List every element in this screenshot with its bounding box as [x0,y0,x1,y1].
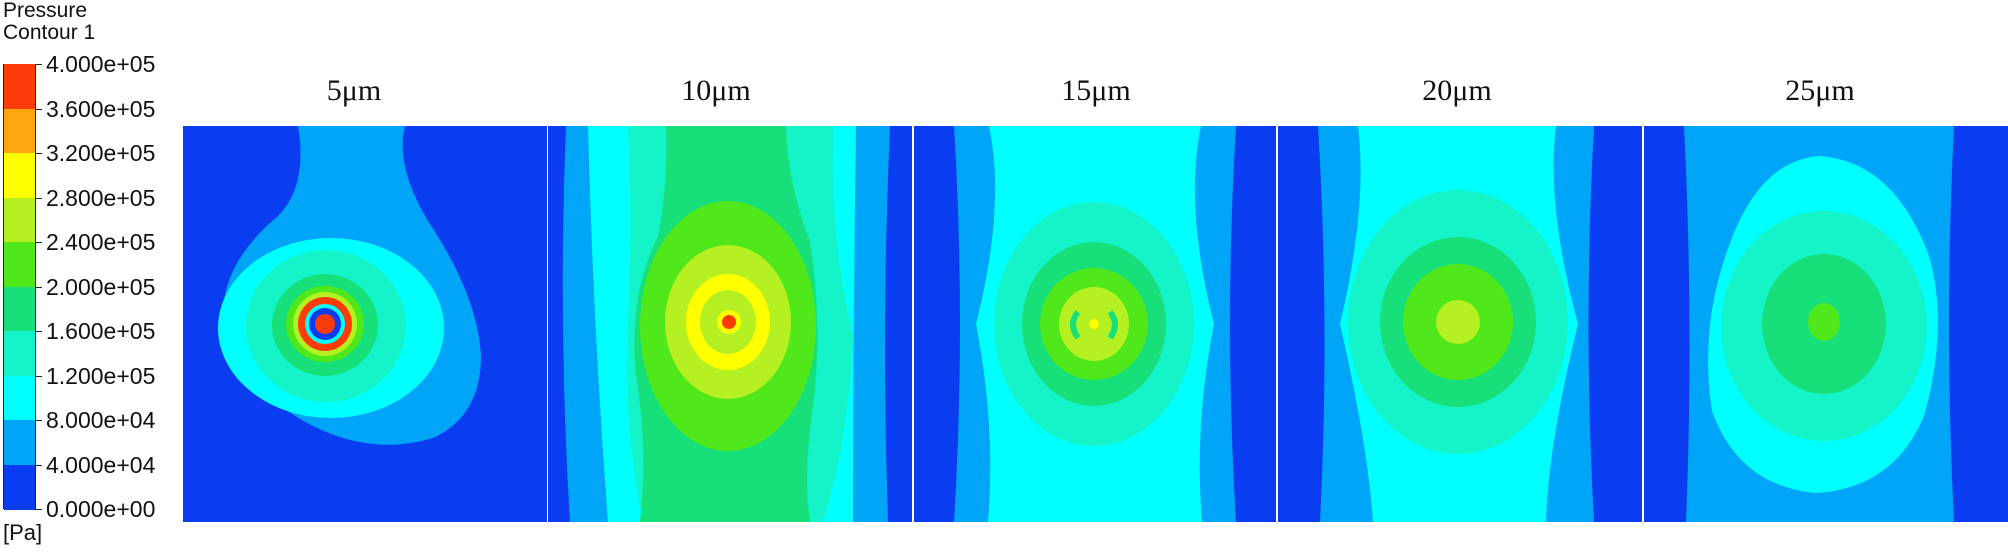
colorbar-tick [35,197,42,199]
colorbar-tick [35,375,42,377]
colorbar-swatch [4,108,35,154]
colorbar-tick [35,242,42,243]
colorbar-tick [35,420,42,421]
contour-panel-10um [548,126,912,522]
band-9 [1089,319,1099,329]
panel-title-20um: 20μm [1422,74,1492,107]
band-10 [722,315,736,329]
colorbar-tick-label: 4.000e+05 [46,51,156,77]
colorbar-tick-label: 2.400e+05 [46,229,156,255]
colorbar-swatch [4,464,35,510]
colorbar-swatch [4,331,35,377]
colorbar-swatch [4,64,35,110]
colorbar-tick-label: 3.600e+05 [46,95,156,122]
colorbar-tick-label: 3.200e+05 [46,140,156,166]
band-7 [1070,310,1081,340]
colorbar-swatch [4,375,35,421]
legend-title: Pressure Contour 1 [3,0,95,44]
contour-panel-15um [914,126,1276,522]
colorbar-tick-label: 2.800e+05 [46,184,156,211]
legend-title-line1: Pressure [3,0,88,22]
colorbar-swatch [4,286,35,332]
band-10 [315,314,335,334]
colorbar-tick-label: 8.000e+04 [46,407,156,433]
colorbar-swatch [4,420,35,466]
colorbar-tick [35,286,42,288]
colorbar-tick-label: 1.200e+05 [46,362,156,389]
colorbar-tick [35,464,42,466]
colorbar-tick [35,331,42,332]
panel-title-10um: 10μm [681,74,751,107]
contour-panel-20um [1278,126,1642,522]
colorbar-swatch [4,197,35,243]
colorbar-tick [35,108,42,110]
contour-panel-25um [1644,126,2008,522]
panel-title-5um: 5μm [326,74,382,107]
legend-title-line2: Contour 1 [3,21,96,44]
band-5 [1808,303,1840,341]
colorbar-swatch [4,153,35,199]
panel-title-25um: 25μm [1785,74,1855,107]
colorbar-tick [35,509,42,510]
contour-panel-5um [183,126,547,522]
colorbar [3,64,36,510]
colorbar-unit: [Pa] [3,520,43,545]
colorbar-tick-label: 2.000e+05 [46,273,156,300]
colorbar-tick-label: 0.000e+00 [46,496,156,522]
panel-title-15um: 15μm [1061,74,1131,107]
colorbar-swatch [4,242,35,288]
band-6 [1436,300,1480,344]
band-8 [1107,310,1118,340]
colorbar-tick-label: 4.000e+04 [46,451,156,478]
colorbar-tick-label: 1.600e+05 [46,318,156,344]
colorbar-tick [35,153,42,154]
colorbar-tick [35,64,42,65]
